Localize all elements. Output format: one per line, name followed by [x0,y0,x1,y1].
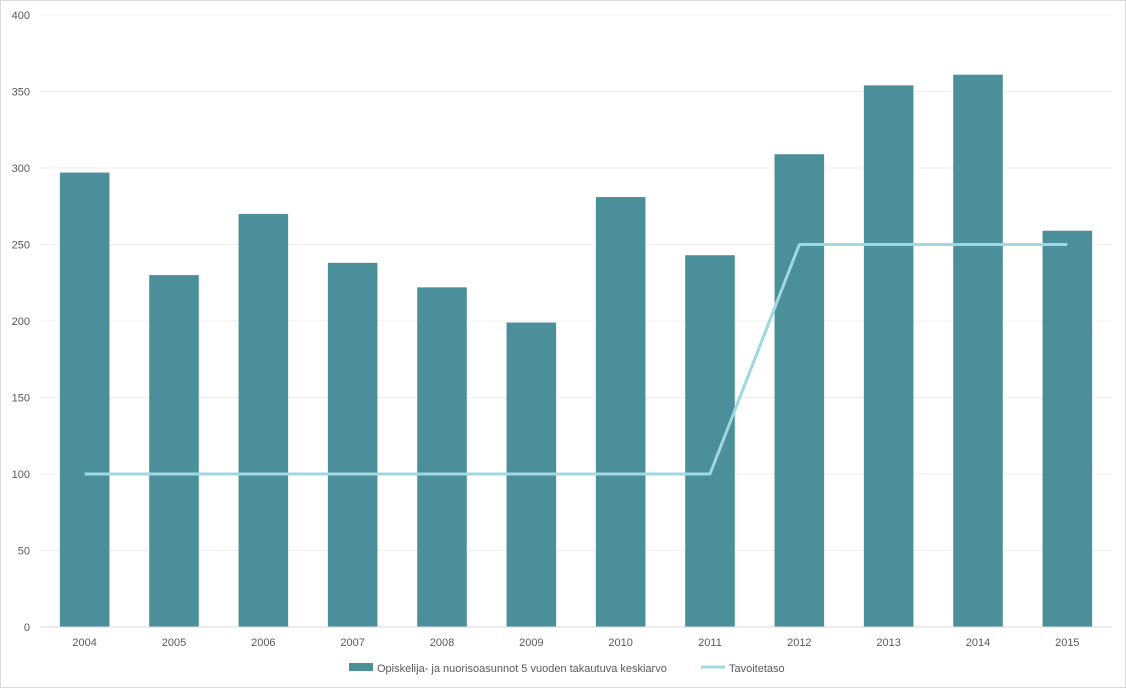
legend-label-line: Tavoitetaso [729,663,785,675]
y-tick-label: 300 [12,163,30,175]
legend: Opiskelija- ja nuorisoasunnot 5 vuoden t… [349,663,785,675]
y-tick-label: 400 [12,10,30,22]
y-tick-label: 100 [12,469,30,481]
x-tick-label: 2007 [340,637,364,649]
bar [327,262,378,627]
x-axis: 2004 2005 2006 2007 2008 2009 2010 2011 2012 2013… [40,626,1112,649]
bar [863,85,914,627]
x-tick-label: 2015 [1055,637,1079,649]
bar [595,197,646,627]
y-tick-label: 250 [12,240,30,252]
target-line-path [84,243,1068,476]
x-tick-label: 2008 [430,637,454,649]
legend-swatch-bar [349,663,373,671]
x-tick-label: 2014 [966,637,990,649]
bar [417,287,467,627]
y-tick-label: 200 [12,316,30,328]
bar [149,275,199,627]
target-line [84,243,1068,476]
x-tick-label: 2006 [251,637,275,649]
y-tick-label: 150 [12,393,30,405]
y-axis: 0 50 100 150 200 250 300 350 400 [12,10,30,634]
x-tick-label: 2010 [608,637,632,649]
y-tick-label: 50 [18,546,30,558]
y-tick-label: 0 [24,622,30,634]
bar [685,255,735,627]
x-tick-label: 2005 [162,637,186,649]
x-tick-label: 2013 [876,637,900,649]
bar [953,74,1003,628]
legend-label-bar: Opiskelija- ja nuorisoasunnot 5 vuoden t… [377,663,667,675]
bar [1042,230,1093,628]
bars [59,74,1093,628]
x-tick-label: 2011 [698,637,722,649]
bar [238,213,289,627]
gridlines [40,14,1112,551]
bar [59,172,110,627]
y-tick-label: 350 [12,87,30,99]
x-tick-label: 2009 [519,637,543,649]
x-tick-label: 2004 [72,637,96,649]
x-tick-label: 2012 [787,637,811,649]
bar [774,154,825,628]
